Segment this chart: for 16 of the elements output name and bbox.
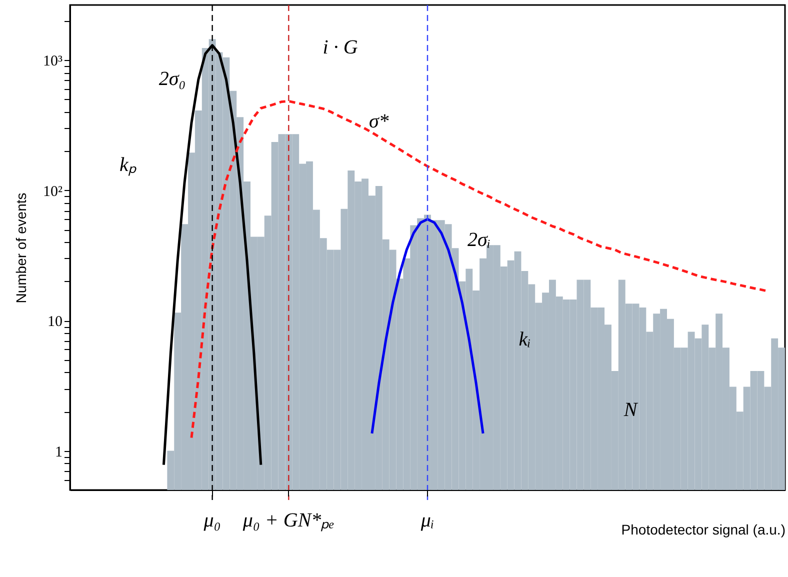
annotation: 2σᵢ [467,229,490,252]
x-tick-label: μᵢ [420,510,434,532]
y-tick-label: 10³ [43,54,63,70]
annotation: kᵢ [518,328,531,351]
annotation: kₚ [119,154,138,176]
x-tick-label: μ₀ [202,510,221,532]
y-axis-title: Number of events [13,192,30,304]
y-tick-label: 10 [48,314,62,330]
annotation: N [622,398,639,421]
annotation: i · G [322,36,358,59]
y-tick-label: 1 [55,444,62,460]
x-axis-title: Photodetector signal (a.u.) [621,522,786,538]
x-tick-label: μ₀ + GN*ₚₑ [242,510,334,532]
y-tick-label: 10² [43,184,63,200]
annotation: σ* [368,110,389,132]
annotation: 2σ₀ [158,68,186,90]
